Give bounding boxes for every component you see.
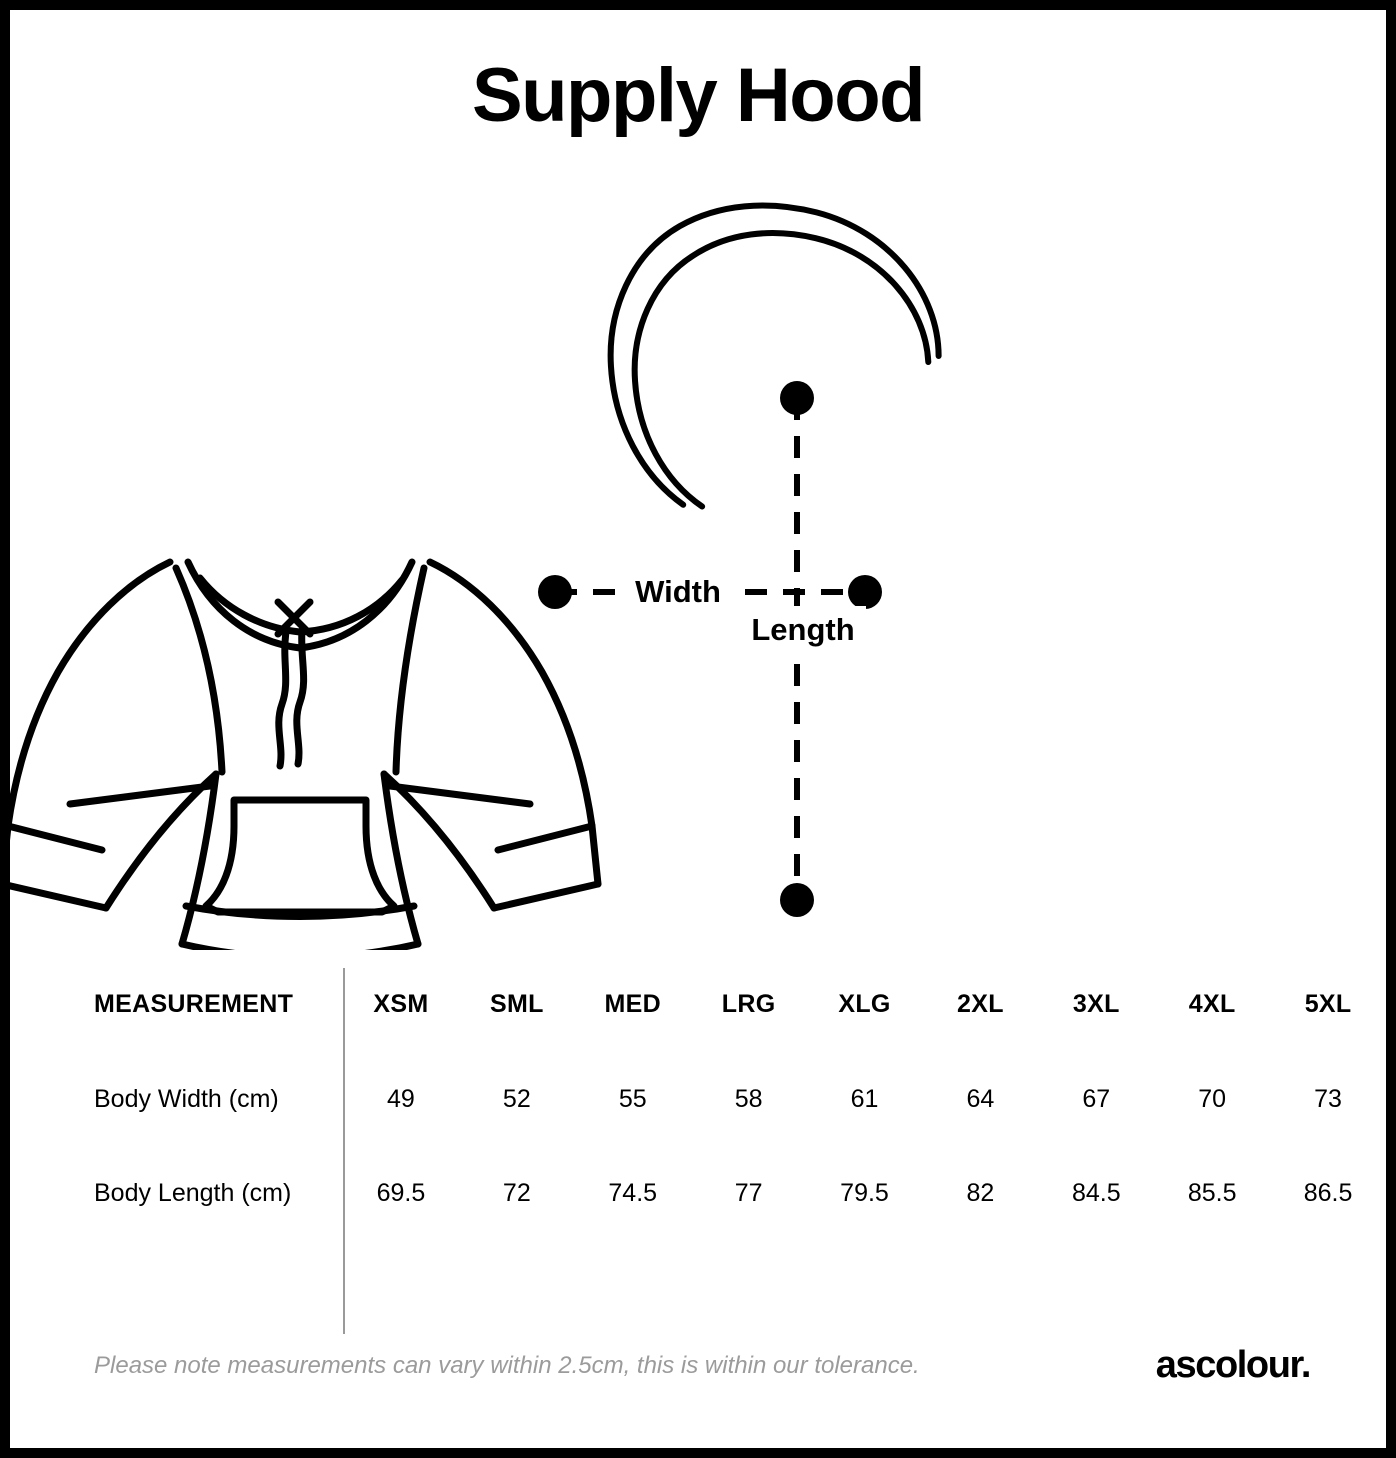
cell-body-length-5xl: 86.5 <box>1303 1178 1353 1207</box>
brand-logo: ascolour. <box>1155 1344 1312 1386</box>
table-body: Body Width (cm) 49 52 55 58 61 64 67 70 … <box>10 1052 1386 1286</box>
table-head: MEASUREMENT XSM SML MED LRG XLG 2XL 3XL … <box>10 956 1386 1052</box>
body-side-left-path <box>178 770 220 948</box>
tolerance-note: Please note measurements can vary within… <box>94 1352 920 1379</box>
table-header-row: MEASUREMENT XSM SML MED LRG XLG 2XL 3XL … <box>10 956 1386 1052</box>
cell-body-length-xlg: 79.5 <box>840 1178 889 1207</box>
cell-body-width-sml: 52 <box>502 1084 531 1113</box>
cell-body-length-2xl: 82 <box>966 1178 995 1207</box>
raglan-seam-right-path <box>392 564 428 776</box>
measurements-table-wrapper: MEASUREMENT XSM SML MED LRG XLG 2XL 3XL … <box>10 956 1386 1336</box>
length-label-backdrop <box>740 606 866 654</box>
column-header-2xl: 2XL <box>957 989 1004 1018</box>
chart-footer: Please note measurements can vary within… <box>10 1336 1386 1406</box>
cuff-right-side-path <box>588 822 602 888</box>
cell-body-width-med: 55 <box>618 1084 647 1113</box>
measurements-table: MEASUREMENT XSM SML MED LRG XLG 2XL 3XL … <box>10 956 1386 1286</box>
width-label-backdrop <box>624 568 732 616</box>
body-side-right-path <box>380 770 422 948</box>
sleeve-outer-right-path <box>426 558 596 830</box>
underarm-left-path <box>66 782 214 808</box>
length-label: Length <box>751 612 854 647</box>
column-header-measurement: MEASUREMENT <box>94 989 294 1018</box>
column-header-xsm: XSM <box>373 989 429 1018</box>
row-label-body-length: Body Length (cm) <box>94 1178 292 1207</box>
hoodie-outline-group <box>10 202 942 950</box>
hood-outer-path <box>607 202 942 508</box>
chart-inner-frame: Supply Hood <box>10 10 1386 1448</box>
column-header-xlg: XLG <box>838 989 891 1018</box>
page-title: Supply Hood <box>471 53 926 138</box>
cell-body-width-4xl: 70 <box>1198 1084 1227 1113</box>
column-header-4xl: 4XL <box>1188 989 1236 1018</box>
raglan-seam-left-path <box>172 564 226 776</box>
armpit-left-dot <box>538 575 572 609</box>
hem-bottom-path <box>178 940 422 950</box>
cell-body-width-lrg: 58 <box>734 1084 763 1113</box>
cuff-bottom-left-path <box>10 882 110 912</box>
table-spacer-row <box>10 1240 1386 1286</box>
cuff-top-right-path <box>494 822 596 854</box>
width-label: Width <box>635 574 721 609</box>
column-header-sml: SML <box>490 989 544 1018</box>
cell-body-width-5xl: 73 <box>1314 1084 1342 1113</box>
cuff-bottom-right-path <box>490 880 602 912</box>
kangaroo-pocket-path <box>202 796 398 916</box>
drawstring-right-path <box>293 626 308 768</box>
table-row: Body Length (cm) 69.5 72 74.5 77 79.5 82… <box>10 1146 1386 1240</box>
cell-body-width-xlg: 61 <box>850 1084 879 1113</box>
cuff-top-left-path <box>10 822 106 854</box>
shoulder-point-dot <box>780 381 814 415</box>
column-header-med: MED <box>604 989 661 1018</box>
drawstring-left-path <box>275 628 290 770</box>
cell-body-length-3xl: 84.5 <box>1071 1178 1121 1207</box>
table-spacer-cell <box>10 1240 1386 1286</box>
armpit-right-dot <box>848 575 882 609</box>
cell-body-width-3xl: 67 <box>1082 1084 1111 1113</box>
hood-inner-path <box>631 230 932 510</box>
hoodie-technical-drawing-svg: Width Length <box>10 202 942 950</box>
column-header-3xl: 3XL <box>1072 989 1120 1018</box>
cell-body-length-sml: 72 <box>502 1178 531 1207</box>
hem-point-dot <box>780 883 814 917</box>
drawstring-cross-b-path <box>274 598 314 638</box>
underarm-right-path <box>386 782 534 808</box>
cell-body-length-lrg: 77 <box>734 1178 763 1207</box>
table-vertical-divider <box>343 968 345 1334</box>
sleeve-outer-left-path <box>10 558 174 829</box>
cell-body-width-xsm: 49 <box>387 1084 415 1113</box>
measurement-annotations: Width Length <box>538 381 882 917</box>
table-row: Body Width (cm) 49 52 55 58 61 64 67 70 … <box>10 1052 1386 1146</box>
cell-body-length-4xl: 85.5 <box>1187 1178 1237 1207</box>
hoodie-illustration: Width Length <box>10 190 1386 950</box>
cell-body-length-med: 74.5 <box>608 1178 658 1207</box>
cell-body-length-xsm: 69.5 <box>376 1178 426 1207</box>
column-header-5xl: 5XL <box>1304 989 1352 1018</box>
cell-body-width-2xl: 64 <box>966 1084 995 1113</box>
row-label-body-width: Body Width (cm) <box>94 1084 279 1113</box>
column-header-lrg: LRG <box>721 989 776 1018</box>
